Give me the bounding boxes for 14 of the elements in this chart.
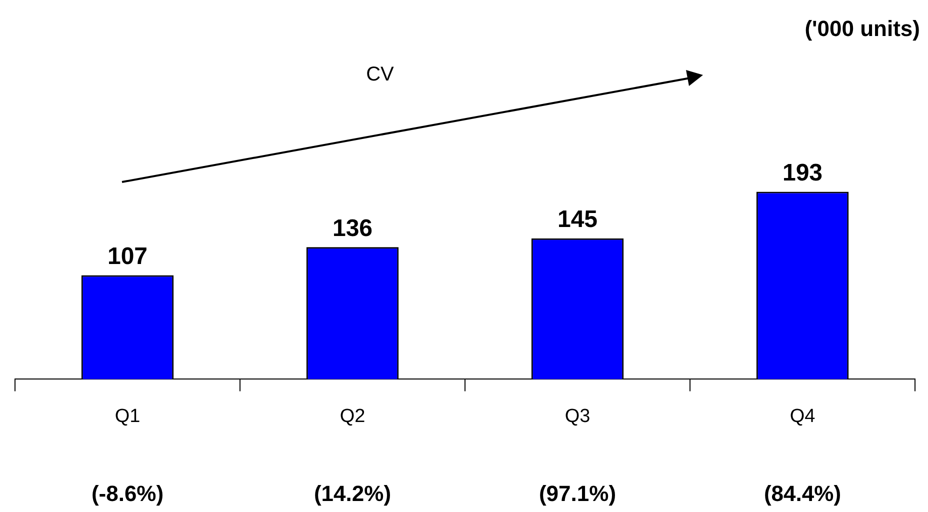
data-label: 145 — [557, 206, 598, 234]
x-tick-label: Q2 — [340, 406, 366, 427]
text: (84.4%) — [764, 481, 842, 506]
text: (-8.6%) — [91, 481, 164, 506]
text: CV — [366, 64, 395, 86]
x-tick-label: Q3 — [564, 406, 590, 427]
x-tick-label: Q4 — [790, 406, 816, 427]
text: (14.2%) — [314, 481, 392, 506]
text: ('000 units) — [804, 16, 920, 42]
text: (97.1%) — [538, 481, 616, 506]
data-label: 136 — [332, 214, 373, 242]
data-label: 107 — [107, 242, 148, 270]
x-tick-label: Q1 — [114, 406, 140, 427]
data-label: 193 — [782, 159, 823, 186]
